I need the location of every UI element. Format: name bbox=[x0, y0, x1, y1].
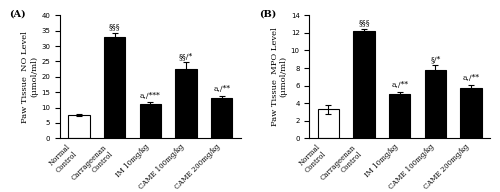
Text: a,/**: a,/** bbox=[391, 81, 408, 89]
Text: a,/**: a,/** bbox=[213, 85, 230, 93]
Bar bbox=[318, 109, 339, 138]
Y-axis label: Paw Tissue  NO Level
(μmol/ml): Paw Tissue NO Level (μmol/ml) bbox=[22, 31, 38, 123]
Bar bbox=[176, 69, 197, 138]
Bar bbox=[353, 31, 374, 138]
Bar bbox=[104, 37, 126, 138]
Bar bbox=[389, 94, 410, 138]
Bar bbox=[424, 70, 446, 138]
Text: a,/**: a,/** bbox=[462, 74, 479, 82]
Bar bbox=[460, 88, 482, 138]
Text: §/*: §/* bbox=[430, 55, 440, 63]
Text: a,/***: a,/*** bbox=[140, 92, 160, 100]
Text: (B): (B) bbox=[258, 9, 276, 18]
Text: §§§: §§§ bbox=[109, 23, 120, 31]
Bar bbox=[211, 98, 233, 138]
Y-axis label: Paw Tissue  MPO Level
(μmol/ml): Paw Tissue MPO Level (μmol/ml) bbox=[270, 27, 288, 126]
Text: §§/*: §§/* bbox=[179, 52, 193, 60]
Text: §§§: §§§ bbox=[358, 18, 370, 26]
Bar bbox=[140, 104, 161, 138]
Text: (A): (A) bbox=[10, 9, 26, 18]
Bar bbox=[68, 115, 90, 138]
